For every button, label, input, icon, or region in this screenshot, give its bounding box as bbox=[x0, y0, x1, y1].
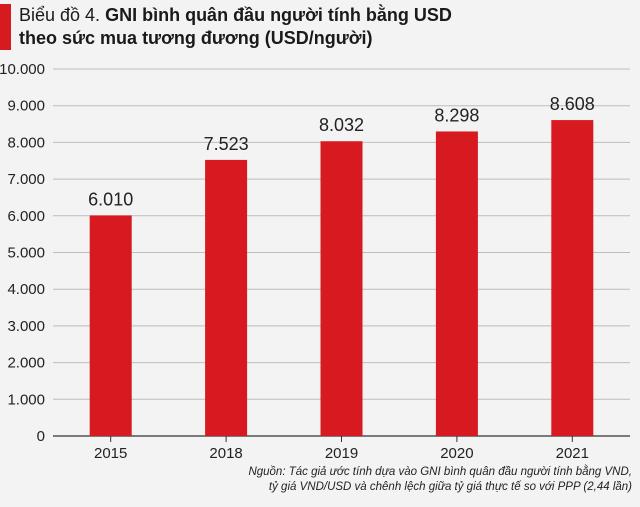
y-tick-label: 4.000 bbox=[7, 281, 45, 298]
bar bbox=[205, 159, 248, 437]
title-line-1: GNI bình quân đầu người tính bằng USD bbox=[105, 5, 452, 25]
source-note: Nguồn: Tác giả ước tính dựa vào GNI bình… bbox=[212, 465, 632, 495]
source-line-2: tỷ giá VND/USD và chênh lệch giữa tỷ giá… bbox=[268, 481, 632, 493]
y-tick-label: 10.000 bbox=[0, 61, 45, 78]
y-tick-label: 3.000 bbox=[7, 318, 45, 335]
data-label: 6.010 bbox=[88, 189, 133, 209]
x-tick-label: 2018 bbox=[209, 445, 242, 462]
data-label: 8.298 bbox=[434, 105, 479, 125]
y-tick-label: 5.000 bbox=[7, 245, 45, 262]
x-tick-label: 2019 bbox=[325, 445, 358, 462]
y-tick-label: 9.000 bbox=[7, 98, 45, 115]
title-line-2: theo sức mua tương đương (USD/người) bbox=[19, 28, 373, 48]
bar bbox=[320, 141, 363, 437]
y-tick-label: 8.000 bbox=[7, 134, 45, 151]
y-tick-label: 2.000 bbox=[7, 355, 45, 372]
bar bbox=[89, 215, 132, 436]
source-line-1: Nguồn: Tác giả ước tính dựa vào GNI bình… bbox=[248, 466, 632, 478]
data-label: 8.608 bbox=[550, 94, 595, 114]
y-tick-label: 6.000 bbox=[7, 208, 45, 225]
bar bbox=[551, 120, 594, 437]
title-accent-bar bbox=[0, 4, 11, 50]
y-tick-label: 7.000 bbox=[7, 171, 45, 188]
x-tick-label: 2021 bbox=[556, 445, 589, 462]
x-tick-label: 2015 bbox=[94, 445, 127, 462]
bar bbox=[435, 131, 478, 437]
y-tick-label: 0 bbox=[37, 428, 45, 445]
data-label: 8.032 bbox=[319, 115, 364, 135]
chart-number: Biểu đồ 4. bbox=[19, 5, 101, 25]
data-label: 7.523 bbox=[204, 134, 249, 154]
y-tick-label: 1.000 bbox=[7, 391, 45, 408]
x-tick-label: 2020 bbox=[440, 445, 473, 462]
chart-title: Biểu đồ 4. GNI bình quân đầu người tính … bbox=[19, 4, 619, 50]
